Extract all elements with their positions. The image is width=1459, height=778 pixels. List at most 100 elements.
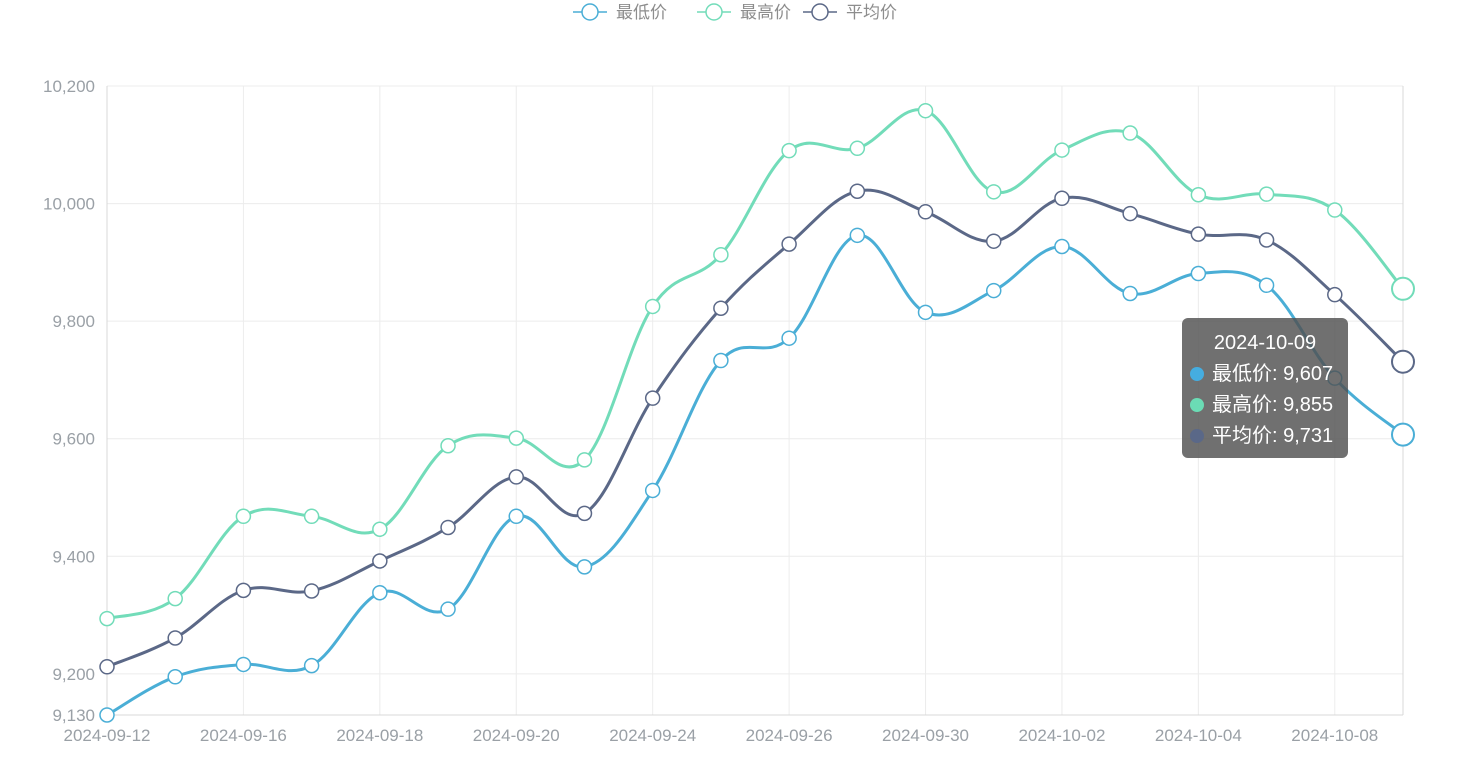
data-point-high[interactable] — [849, 140, 866, 157]
x-tick-label: 2024-10-04 — [1155, 726, 1242, 745]
x-tick-label: 2024-09-24 — [609, 726, 696, 745]
legend-marker-low — [581, 3, 599, 21]
data-point-avg[interactable] — [1122, 205, 1138, 222]
y-tick-label: 10,000 — [43, 195, 95, 214]
data-point-high[interactable] — [1054, 142, 1070, 158]
data-point-low[interactable] — [440, 601, 456, 617]
series-low[interactable] — [99, 227, 1415, 723]
legend-marker-avg — [811, 3, 829, 21]
x-tick-label: 2024-09-12 — [64, 726, 151, 745]
x-tick-label: 2024-09-20 — [473, 726, 560, 745]
data-point-avg[interactable] — [167, 630, 183, 646]
series-line-low — [106, 233, 1404, 717]
data-point-low[interactable] — [508, 508, 525, 525]
series-high[interactable] — [99, 102, 1415, 627]
y-tick-label: 9,800 — [52, 312, 95, 331]
data-point-avg[interactable] — [1190, 226, 1207, 242]
data-point-low[interactable] — [644, 482, 661, 499]
data-point-high[interactable] — [1327, 202, 1343, 218]
data-point-low[interactable] — [303, 657, 320, 674]
data-point-high[interactable] — [372, 521, 388, 537]
data-point-low[interactable] — [99, 707, 115, 723]
data-point-low[interactable] — [917, 304, 934, 321]
data-point-low[interactable] — [1391, 422, 1415, 447]
data-point-low[interactable] — [849, 227, 866, 244]
y-tick-label: 9,600 — [52, 430, 95, 449]
data-point-high[interactable] — [1190, 187, 1207, 203]
legend-item-avg[interactable]: 平均价 — [803, 3, 897, 22]
data-point-high[interactable] — [508, 430, 525, 446]
legend-label-high: 最高价 — [740, 3, 791, 22]
data-point-high[interactable] — [576, 452, 593, 468]
data-tooltip: 2024-10-09 最低价: 9,607 最高价: 9,855 平均价: 9,… — [1182, 318, 1348, 458]
legend-item-low[interactable]: 最低价 — [573, 3, 667, 22]
y-tick-label: 9,200 — [52, 665, 95, 684]
data-point-avg[interactable] — [644, 390, 661, 406]
x-tick-label: 2024-09-18 — [336, 726, 423, 745]
data-point-avg[interactable] — [985, 233, 1002, 249]
data-point-avg[interactable] — [440, 519, 456, 536]
data-point-low[interactable] — [235, 656, 252, 673]
x-tick-label: 2024-09-16 — [200, 726, 287, 745]
legend[interactable]: 最低价 最高价 平均价 — [573, 3, 897, 22]
series-line-avg — [106, 188, 1405, 669]
data-point-avg[interactable] — [1327, 286, 1343, 303]
data-point-low[interactable] — [713, 352, 729, 369]
data-point-avg[interactable] — [781, 236, 797, 252]
data-point-avg[interactable] — [917, 204, 934, 220]
data-point-low[interactable] — [576, 559, 593, 575]
data-point-high[interactable] — [713, 246, 729, 263]
tooltip-label-low: 最低价: 9,607 — [1212, 363, 1334, 385]
series-avg[interactable] — [99, 183, 1415, 675]
legend-label-low: 最低价 — [616, 3, 667, 22]
data-point-high[interactable] — [235, 508, 252, 525]
data-point-avg[interactable] — [1391, 349, 1415, 374]
data-point-avg[interactable] — [576, 505, 593, 522]
x-tick-label: 2024-10-08 — [1291, 726, 1378, 745]
data-point-low[interactable] — [1122, 285, 1138, 302]
data-point-low[interactable] — [1258, 277, 1275, 294]
data-point-high[interactable] — [167, 590, 183, 607]
data-point-avg[interactable] — [713, 300, 729, 316]
tooltip-label-high: 最高价: 9,855 — [1212, 394, 1334, 416]
data-point-avg[interactable] — [303, 583, 320, 599]
data-point-avg[interactable] — [508, 469, 525, 485]
tooltip-row-high: 最高价: 9,855 — [1190, 390, 1340, 421]
data-point-high[interactable] — [644, 298, 661, 315]
axes: 9,130 9,200 9,400 9,600 9,800 10,000 10,200 202… — [43, 77, 1404, 745]
data-point-low[interactable] — [1054, 238, 1070, 255]
data-point-avg[interactable] — [235, 582, 252, 599]
data-point-high[interactable] — [303, 508, 320, 525]
data-point-low[interactable] — [167, 669, 183, 685]
data-point-low[interactable] — [781, 330, 797, 346]
data-point-low[interactable] — [372, 584, 388, 601]
data-point-high[interactable] — [440, 438, 456, 454]
x-tick-label: 2024-09-30 — [882, 726, 969, 745]
tooltip-dot-high — [1190, 398, 1204, 412]
data-point-avg[interactable] — [849, 183, 866, 199]
legend-item-high[interactable]: 最高价 — [697, 3, 791, 22]
tooltip-row-low: 最低价: 9,607 — [1190, 359, 1340, 390]
y-tick-label: 10,200 — [43, 77, 95, 96]
data-point-high[interactable] — [917, 102, 934, 119]
data-point-high[interactable] — [99, 610, 115, 627]
data-point-high[interactable] — [985, 184, 1002, 200]
data-point-high[interactable] — [1258, 186, 1275, 202]
data-point-avg[interactable] — [1054, 190, 1070, 207]
x-tick-label: 2024-09-26 — [746, 726, 833, 745]
data-point-low[interactable] — [985, 282, 1002, 299]
data-point-high[interactable] — [1122, 125, 1138, 141]
data-point-high[interactable] — [781, 142, 797, 159]
legend-label-avg: 平均价 — [846, 3, 897, 22]
data-point-avg[interactable] — [1258, 232, 1275, 248]
x-tick-label: 2024-10-02 — [1018, 726, 1105, 745]
data-point-low[interactable] — [1190, 265, 1207, 282]
data-point-avg[interactable] — [99, 659, 115, 675]
y-tick-label: 9,400 — [52, 547, 95, 566]
data-point-avg[interactable] — [372, 553, 388, 569]
y-tick-label: 9,130 — [52, 706, 95, 725]
data-point-high[interactable] — [1391, 276, 1415, 301]
tooltip-dot-low — [1190, 367, 1204, 381]
